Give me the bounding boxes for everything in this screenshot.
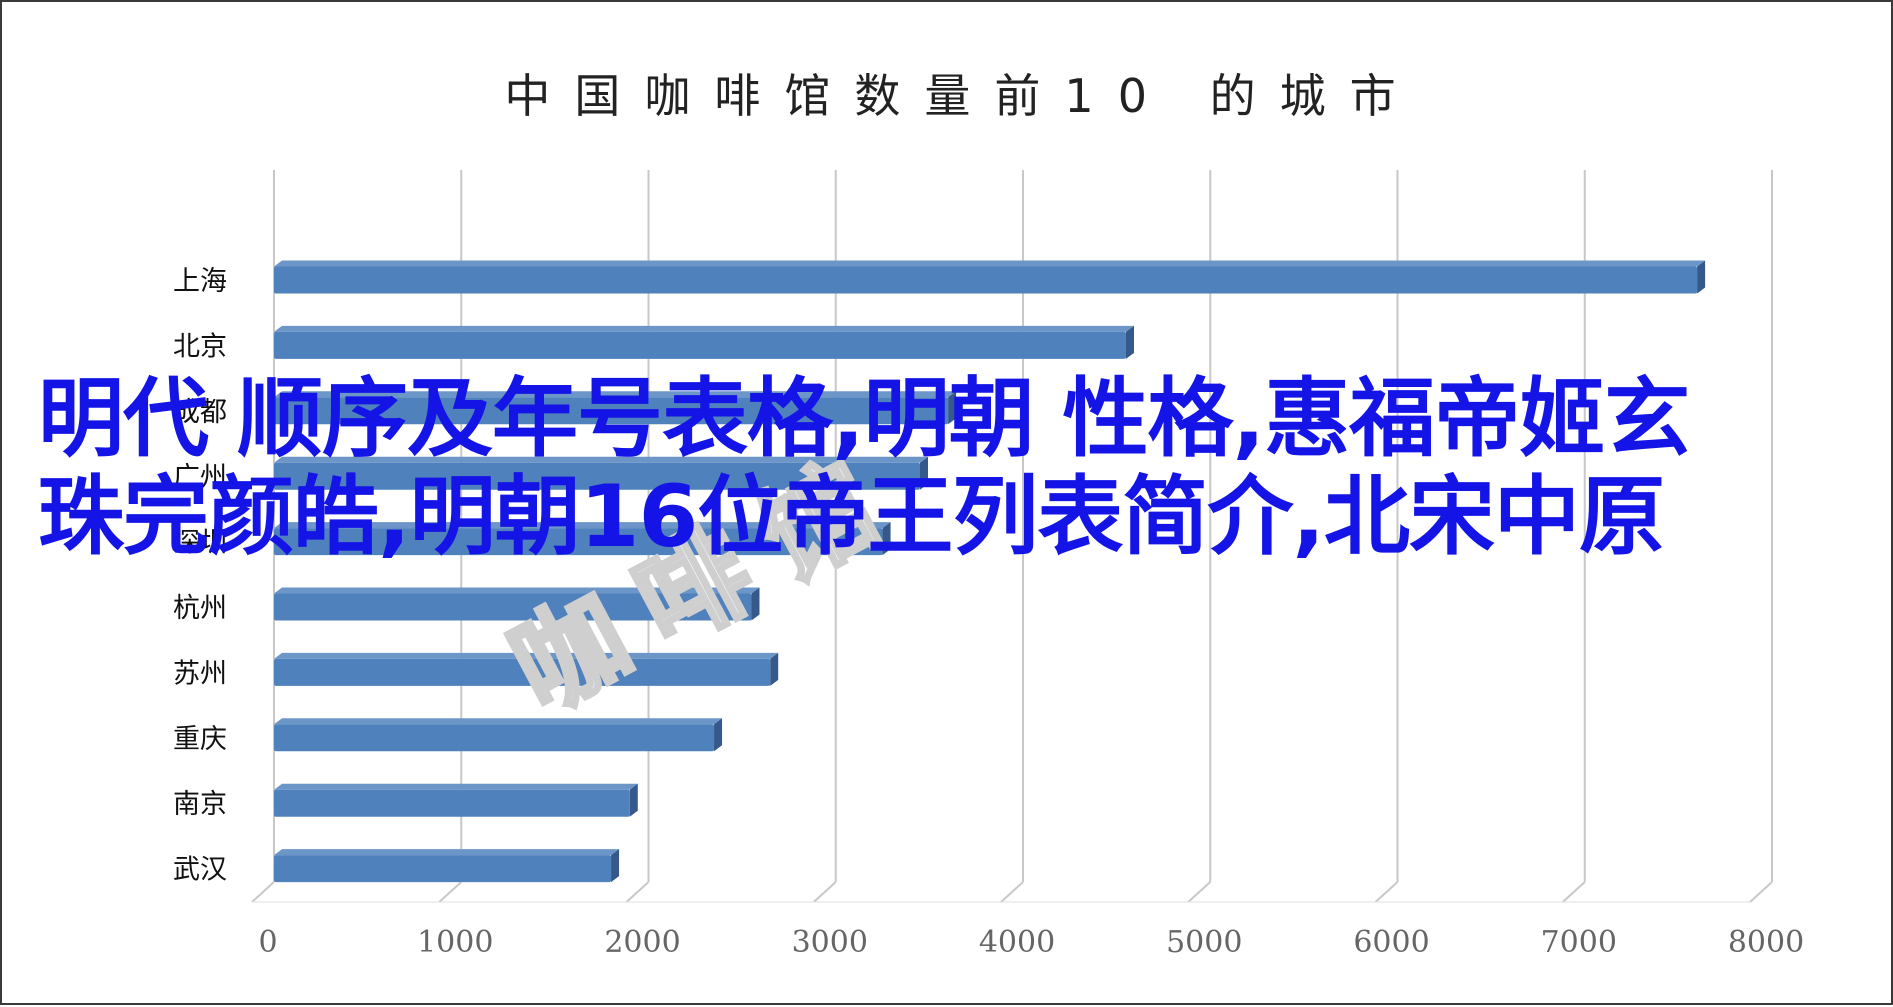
- bar-top-face: [274, 391, 957, 398]
- x-tick-label: 3000: [792, 925, 868, 960]
- bar: [274, 724, 715, 752]
- bar-top-face: [274, 783, 638, 790]
- bar: [274, 331, 1126, 359]
- category-label: 武汉: [173, 855, 227, 886]
- gridline-floor: [1374, 881, 1399, 903]
- category-label: 成都: [173, 397, 227, 428]
- x-tick-label: 7000: [1541, 925, 1617, 960]
- chart-title: 中国咖啡馆数量前10 的城市: [504, 69, 1419, 123]
- x-tick-label: 2000: [604, 925, 680, 960]
- category-label: 上海: [173, 266, 227, 297]
- bar-side-face: [1697, 260, 1706, 294]
- x-tick-label: 0: [258, 925, 277, 960]
- bar: [274, 789, 630, 817]
- category-label: 南京: [173, 789, 227, 820]
- bar-side-face: [1125, 325, 1134, 359]
- category-label: 深圳: [173, 528, 227, 559]
- x-tick-label: 6000: [1353, 925, 1429, 960]
- overlay-headline: 明代 顺序及年号表格,明朝 性格,惠福帝姬玄珠完颜皓,明朝16位帝王列表简介,北…: [38, 369, 1690, 567]
- bar: [274, 462, 921, 490]
- gridline-floor: [1000, 881, 1024, 903]
- x-tick-label: 4000: [979, 925, 1055, 960]
- bar-top-face: [274, 456, 929, 463]
- bar: [274, 397, 949, 425]
- gridline-floor: [625, 881, 650, 903]
- bar-side-face: [751, 587, 760, 621]
- bar-top-face: [274, 718, 723, 725]
- bar-side-face: [770, 652, 779, 686]
- category-label: 广州: [173, 462, 227, 493]
- bar: [274, 593, 752, 621]
- bar-top-face: [274, 522, 891, 529]
- bar-top-face: [274, 587, 760, 594]
- bar: [274, 528, 883, 556]
- bar-top-face: [274, 325, 1134, 332]
- bar-side-face: [920, 456, 929, 490]
- gridline-floor: [1562, 881, 1586, 903]
- bar-side-face: [948, 391, 957, 425]
- category-label: 苏州: [173, 658, 227, 689]
- bar: [274, 266, 1698, 294]
- bar-side-face: [882, 522, 891, 556]
- category-label: 重庆: [173, 724, 227, 755]
- gridline-floor: [1187, 881, 1211, 903]
- x-tick-label: 5000: [1166, 925, 1242, 960]
- bar: [274, 658, 771, 686]
- bar: [274, 855, 612, 883]
- x-tick-label: 1000: [417, 925, 493, 960]
- bar-top-face: [274, 652, 779, 659]
- category-label: 北京: [173, 331, 227, 362]
- x-tick-label: 8000: [1728, 925, 1804, 960]
- bar-top-face: [274, 849, 620, 856]
- bar-side-face: [714, 718, 723, 752]
- gridline-floor: [251, 881, 275, 903]
- plot-area: 0 1000 2000 3000 4000 5000 6000 7000 8000 上海北京成都广…: [173, 170, 1804, 960]
- bar-side-face: [629, 783, 638, 817]
- bar-top-face: [274, 260, 1706, 267]
- bar-side-face: [611, 849, 620, 883]
- category-label: 杭州: [173, 593, 227, 624]
- gridline-floor: [1749, 881, 1773, 903]
- gridline-floor: [438, 881, 462, 903]
- gridline-floor: [813, 881, 837, 903]
